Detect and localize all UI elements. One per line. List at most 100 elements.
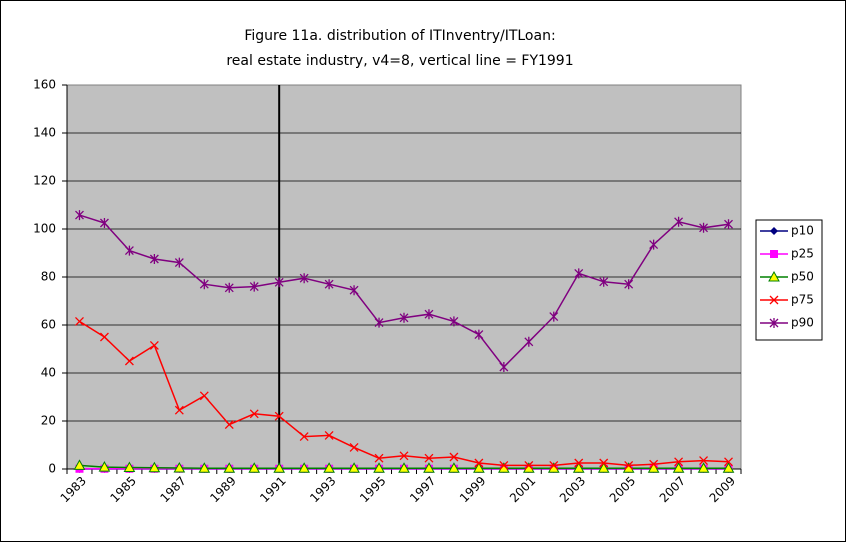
data-point [349, 285, 359, 296]
data-point [224, 282, 234, 293]
data-point [524, 460, 534, 470]
data-point [274, 277, 284, 288]
data-point [348, 462, 360, 473]
data-point [423, 462, 435, 473]
data-point [674, 457, 684, 467]
data-point [349, 442, 359, 452]
data-point [199, 391, 209, 401]
legend-label: p10 [791, 224, 814, 238]
y-tick-label: 160 [33, 78, 56, 92]
data-point [98, 461, 111, 472]
data-point [174, 405, 184, 415]
data-point [248, 462, 261, 473]
data-point [572, 462, 585, 473]
data-point [148, 461, 161, 473]
data-point [399, 451, 409, 461]
data-point [649, 459, 659, 469]
data-point [123, 461, 136, 473]
legend-marker [769, 318, 779, 328]
data-point [424, 453, 434, 463]
data-point [324, 279, 334, 290]
data-point [124, 245, 134, 256]
data-point [474, 458, 484, 468]
data-point [298, 462, 310, 473]
legend-marker [769, 295, 779, 305]
chart-subtitle: real estate industry, v4=8, vertical lin… [226, 53, 573, 69]
data-point [274, 411, 284, 421]
data-point [697, 462, 710, 473]
legend-box [755, 219, 823, 341]
legend-marker [770, 250, 778, 258]
data-point [399, 312, 409, 323]
y-tick-label: 80 [41, 270, 56, 284]
legend-marker [768, 270, 780, 282]
data-point [374, 453, 384, 463]
data-point [672, 462, 685, 473]
data-point [199, 279, 209, 290]
data-point [597, 462, 610, 473]
data-point [323, 462, 335, 473]
data-point [499, 362, 509, 372]
data-point [574, 268, 584, 279]
y-tick-label: 60 [41, 318, 56, 332]
data-point [224, 420, 234, 430]
data-point [473, 462, 485, 473]
data-point [99, 332, 109, 342]
data-point [448, 462, 460, 473]
legend-label: p75 [791, 293, 814, 307]
data-point [574, 458, 584, 468]
data-point [99, 218, 109, 228]
data-point [449, 452, 459, 462]
data-point [124, 356, 134, 366]
chart-title: Figure 11a. distribution of ITInventry/I… [244, 28, 555, 44]
data-point [624, 460, 634, 470]
data-point [73, 459, 86, 470]
data-point [249, 409, 259, 419]
data-point [499, 460, 509, 470]
data-point [474, 329, 484, 340]
data-point [374, 317, 384, 328]
data-point [624, 279, 634, 290]
data-point [324, 430, 334, 440]
data-point [149, 340, 159, 350]
data-point [699, 456, 709, 466]
data-point [524, 336, 534, 347]
legend-label: p90 [791, 316, 814, 330]
data-point [647, 462, 660, 473]
data-point [649, 239, 659, 250]
legend-label: p25 [791, 247, 814, 261]
data-point [549, 311, 559, 322]
data-point [198, 462, 211, 473]
data-point [373, 462, 385, 473]
legend-marker [770, 227, 778, 235]
data-point [449, 316, 459, 327]
data-point [75, 210, 84, 221]
data-point [173, 462, 186, 473]
data-point [722, 462, 735, 473]
data-point [273, 462, 286, 473]
data-point [398, 462, 410, 473]
data-point [599, 276, 609, 287]
data-point [549, 460, 559, 470]
y-tick-label: 0 [48, 462, 56, 476]
y-tick-label: 100 [33, 222, 56, 236]
data-point [75, 316, 84, 326]
data-point [299, 432, 309, 442]
data-point [674, 216, 684, 227]
data-point [599, 458, 609, 468]
data-point [299, 273, 309, 284]
data-point [699, 222, 709, 233]
data-point [149, 254, 159, 264]
data-point [724, 457, 733, 467]
legend-label: p50 [791, 270, 814, 284]
y-tick-label: 120 [33, 174, 56, 188]
data-point [223, 462, 236, 473]
y-tick-label: 140 [33, 126, 56, 140]
y-tick-label: 20 [41, 414, 56, 428]
data-point [424, 309, 434, 320]
data-point [174, 257, 184, 268]
y-tick-label: 40 [41, 366, 56, 380]
data-point [724, 219, 733, 230]
data-point [249, 281, 259, 292]
